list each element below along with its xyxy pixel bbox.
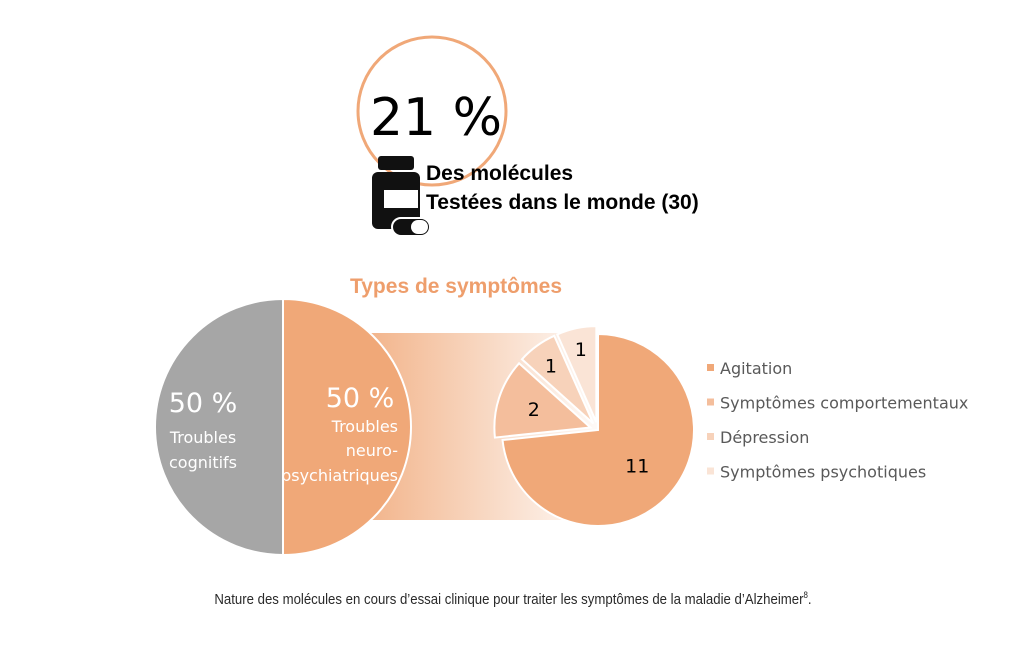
caption-ref: 8 — [803, 590, 808, 600]
legend: Agitation Symptômes comportementaux Dépres… — [707, 359, 968, 482]
legend-label-3: Symptômes psychotiques — [720, 463, 926, 482]
legend-swatch-0 — [707, 364, 714, 371]
sub-pie-slice-3 — [555, 325, 598, 423]
main-pie-value-0: 50 % — [169, 388, 238, 419]
chart-title: Types de symptômes — [350, 275, 562, 298]
stat-line-1: Des molécules — [426, 162, 573, 185]
main-pie-labels: 50 % Troubles cognitifs 50 % Troubles neuro-p… — [169, 383, 398, 485]
sub-pie-slice-1 — [493, 361, 593, 439]
main-pie-label-1-2: psychiatriques — [281, 466, 398, 485]
legend-label-2: Dépression — [720, 428, 809, 447]
sub-pie-slice-0 — [501, 332, 695, 527]
stat-value: 21 % — [370, 88, 502, 148]
main-pie-label-0-0: Troubles — [169, 428, 236, 447]
sub-pie-data-label-2: 1 — [545, 355, 557, 377]
legend-swatch-3 — [707, 467, 714, 475]
main-pie — [154, 297, 412, 557]
figure-caption: Nature des molécules en cours d’essai cl… — [62, 590, 963, 608]
pill-bottle-icon — [372, 156, 431, 237]
legend-swatch-2 — [707, 433, 714, 440]
stat-circle — [356, 35, 508, 187]
legend-swatch-1 — [707, 398, 714, 406]
main-pie-label-1-0: Troubles — [331, 417, 398, 436]
sub-pie-slice-2 — [520, 334, 595, 425]
caption-end: . — [807, 591, 812, 608]
main-pie-slice-1 — [282, 297, 412, 557]
main-pie-label-1-1: neuro- — [346, 441, 398, 460]
main-pie-label-0-1: cognitifs — [169, 453, 237, 472]
sub-pie-data-label-0: 11 — [625, 455, 649, 477]
sub-pie-data-label-3: 1 — [575, 339, 587, 361]
legend-label-1: Symptômes comportementaux — [720, 394, 968, 413]
sub-pie-data-label-1: 2 — [528, 399, 540, 421]
stat-line-2: Testées dans le monde (30) — [426, 191, 699, 214]
caption-text: Nature des molécules en cours d’essai cl… — [214, 591, 804, 608]
legend-label-0: Agitation — [720, 359, 792, 378]
sub-pie — [493, 325, 695, 527]
main-pie-slice-0 — [154, 297, 284, 557]
main-pie-value-1: 50 % — [326, 383, 395, 414]
